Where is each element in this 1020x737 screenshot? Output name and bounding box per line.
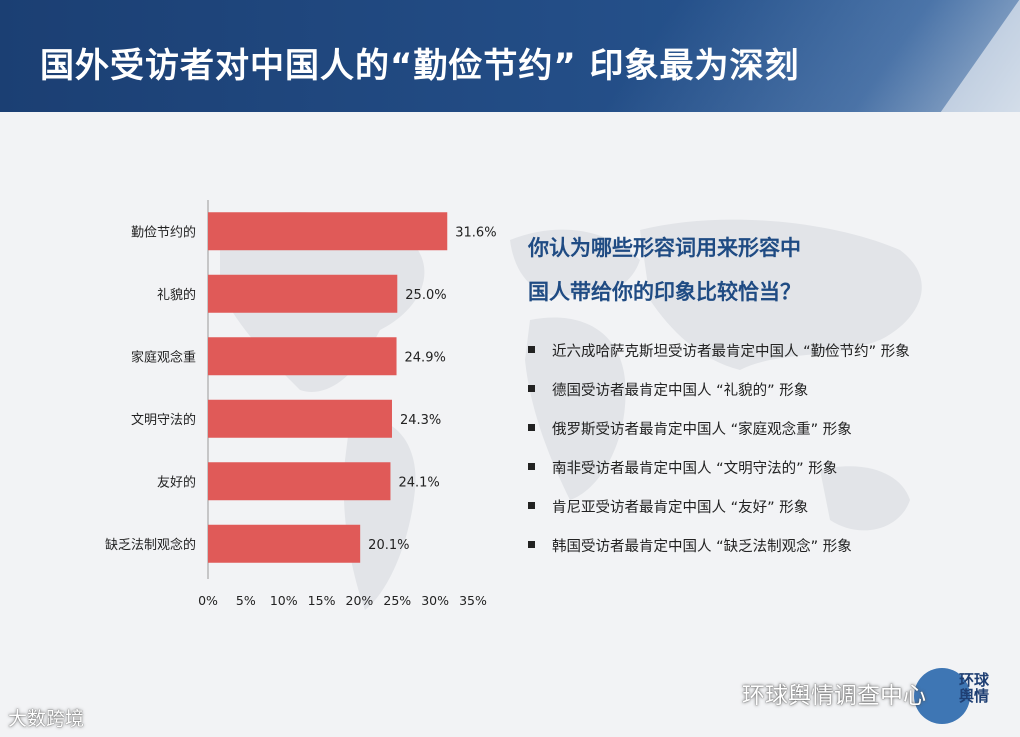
data-label: 31.6% xyxy=(455,225,496,240)
x-tick-label: 5% xyxy=(236,593,256,608)
finding-text: 肯尼亚受访者最肯定中国人 “友好” 形象 xyxy=(552,500,809,516)
x-tick-label: 10% xyxy=(270,593,298,608)
data-label: 20.1% xyxy=(368,538,409,553)
bullet-square-icon xyxy=(528,385,535,392)
finding-text: 近六成哈萨克斯坦受访者最肯定中国人 “勤俭节约” 形象 xyxy=(552,344,910,360)
survey-question: 你认为哪些形容词用来形容中 国人带给你的印象比较恰当？ xyxy=(528,226,801,314)
globe-logo-icon xyxy=(914,668,970,724)
question-line-1: 你认为哪些形容词用来形容中 xyxy=(528,236,801,260)
x-tick-label: 25% xyxy=(383,593,411,608)
category-label: 家庭观念重 xyxy=(131,349,196,365)
data-label: 24.9% xyxy=(405,350,446,365)
category-label: 文明守法的 xyxy=(131,412,196,428)
header-banner: 国外受访者对中国人的“勤俭节约” 印象最为深刻 xyxy=(0,0,1020,112)
finding-text: 南非受访者最肯定中国人 “文明守法的” 形象 xyxy=(552,461,838,477)
bar-1 xyxy=(208,274,398,313)
bullet-square-icon xyxy=(528,463,535,470)
watermark-left: 大数跨境 xyxy=(8,708,85,730)
bullet-square-icon xyxy=(528,346,535,353)
list-item: 德国受访者最肯定中国人 “礼貌的” 形象 xyxy=(528,379,910,418)
question-line-2: 国人带给你的印象比较恰当？ xyxy=(528,280,801,304)
data-label: 24.3% xyxy=(400,413,441,428)
bullet-square-icon xyxy=(528,502,535,509)
x-tick-label: 15% xyxy=(308,593,336,608)
category-label: 友好的 xyxy=(157,474,196,490)
findings-list: 近六成哈萨克斯坦受访者最肯定中国人 “勤俭节约” 形象 德国受访者最肯定中国人 … xyxy=(528,340,910,574)
finding-text: 韩国受访者最肯定中国人 “缺乏法制观念” 形象 xyxy=(552,539,852,555)
bullet-square-icon xyxy=(528,424,535,431)
list-item: 肯尼亚受访者最肯定中国人 “友好” 形象 xyxy=(528,496,910,535)
watermark-right: 环球舆情调查中心 xyxy=(742,683,926,709)
logo-text: 环球舆情 xyxy=(958,671,989,705)
bar-5 xyxy=(208,524,361,563)
bar-4 xyxy=(208,462,391,501)
finding-text: 德国受访者最肯定中国人 “礼貌的” 形象 xyxy=(552,383,809,399)
category-label: 勤俭节约的 xyxy=(131,224,196,240)
page-title: 国外受访者对中国人的“勤俭节约” 印象最为深刻 xyxy=(40,46,800,86)
bullet-square-icon xyxy=(528,541,535,548)
finding-text: 俄罗斯受访者最肯定中国人 “家庭观念重” 形象 xyxy=(552,422,852,438)
bar-3 xyxy=(208,399,392,438)
list-item: 南非受访者最肯定中国人 “文明守法的” 形象 xyxy=(528,457,910,496)
x-tick-label: 0% xyxy=(198,593,218,608)
list-item: 韩国受访者最肯定中国人 “缺乏法制观念” 形象 xyxy=(528,535,910,574)
data-label: 24.1% xyxy=(398,475,439,490)
x-tick-label: 30% xyxy=(421,593,449,608)
x-tick-label: 35% xyxy=(459,593,487,608)
x-tick-label: 20% xyxy=(346,593,374,608)
category-label: 缺乏法制观念的 xyxy=(105,537,196,553)
list-item: 俄罗斯受访者最肯定中国人 “家庭观念重” 形象 xyxy=(528,418,910,457)
bar-2 xyxy=(208,337,397,376)
category-label: 礼貌的 xyxy=(157,287,196,303)
data-label: 25.0% xyxy=(405,288,446,303)
bar-0 xyxy=(208,212,448,251)
list-item: 近六成哈萨克斯坦受访者最肯定中国人 “勤俭节约” 形象 xyxy=(528,340,910,379)
bar-chart: 勤俭节约的 31.6% 礼貌的 25.0% 家庭观念重 24.9% 文明守法的 24.3% 友好… xyxy=(105,200,497,608)
